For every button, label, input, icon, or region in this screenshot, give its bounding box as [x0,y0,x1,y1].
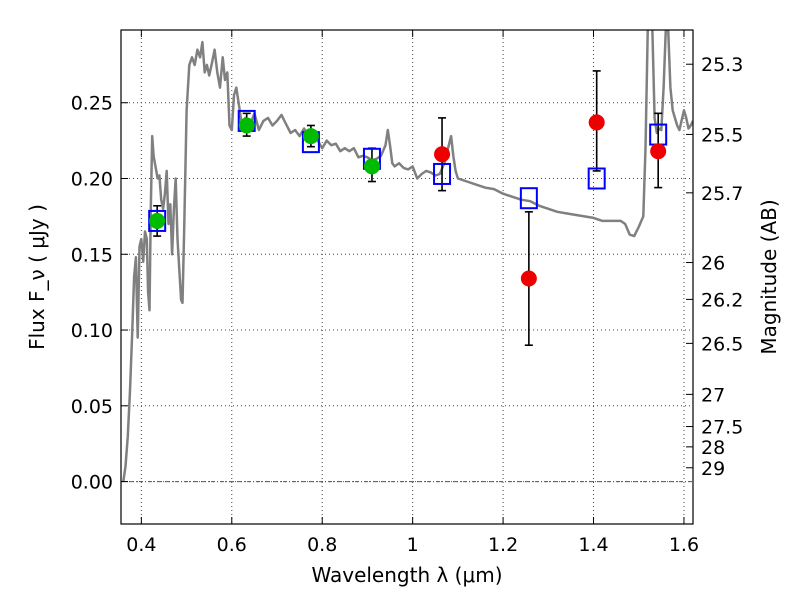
model-flux-square [433,162,452,185]
spectrum-line [122,30,693,482]
mag-tick-label: 26.5 [701,333,743,355]
observed-flux-point [149,212,166,229]
mag-tick-label: 25.7 [701,183,743,205]
x-tick-label: 0.8 [307,534,337,556]
y-axis-label: Flux F_ν ( μJy ) [25,204,49,350]
mag-tick-label: 25.3 [701,54,743,76]
plot-area [122,30,693,482]
x-tick-label: 1.6 [669,534,699,556]
observed-flux-point [363,158,380,175]
observed-flux-point [650,143,667,160]
plot-frame [120,29,694,525]
observed-flux-point [588,114,605,131]
observed-flux-point [238,117,255,134]
model-flux-square [587,167,606,190]
model-flux-square [519,187,538,210]
mag-tick-label: 26.2 [701,289,743,311]
right-axis-label: Magnitude (AB) [757,199,781,354]
x-tick-label: 1.4 [578,534,608,556]
y-tick-label: 0.25 [71,93,113,115]
x-tick-label: 1.2 [488,534,518,556]
x-axis-label: Wavelength λ (μm) [311,563,502,587]
mag-tick-label: 27 [701,384,725,406]
mag-tick-label: 27.5 [701,417,743,439]
y-tick-label: 0.20 [71,169,113,191]
y-tick-label: 0.00 [71,472,113,494]
observed-flux-point [520,270,537,287]
observed-flux-point [434,146,451,163]
y-tick-label: 0.15 [71,244,113,266]
mag-tick-label: 26 [701,253,725,275]
mag-tick-label: 29 [701,458,725,480]
x-tick-label: 0.6 [217,534,247,556]
observed-flux-point [302,128,319,145]
mag-tick-label: 25.5 [701,124,743,146]
mag-tick-label: 28 [701,437,725,459]
x-tick-label: 1 [407,534,419,556]
y-tick-label: 0.10 [71,320,113,342]
x-tick-label: 0.4 [126,534,156,556]
y-tick-label: 0.05 [71,396,113,418]
